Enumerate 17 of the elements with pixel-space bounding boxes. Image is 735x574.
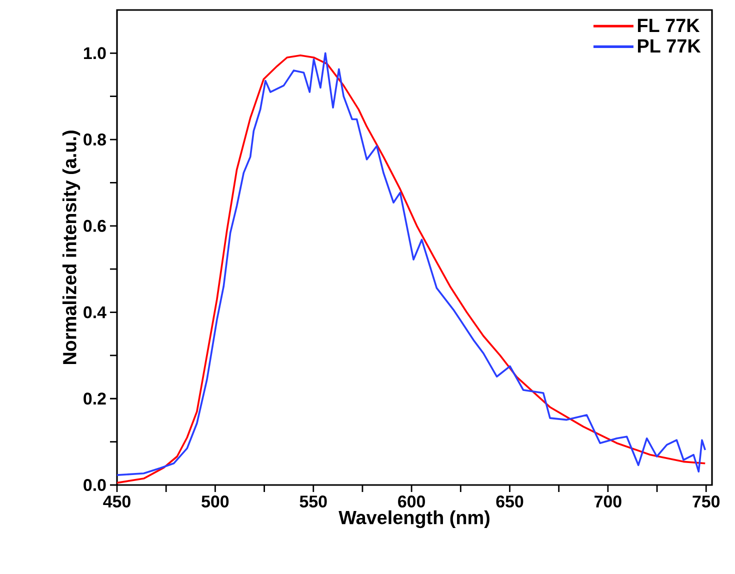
x-tick-label: 650	[496, 496, 524, 508]
x-tick-label: 700	[594, 496, 622, 508]
y-axis-title: Normalized intensity (a.u.)	[62, 130, 80, 364]
x-tick-label: 450	[103, 496, 130, 508]
y-tick-label: 0.8	[84, 134, 106, 146]
x-tick-label: 600	[398, 496, 425, 508]
y-tick-label: 0.2	[84, 392, 106, 405]
x-tick-label: 550	[300, 496, 327, 508]
y-tick-label: 1.0	[84, 47, 106, 60]
x-tick-label: 500	[202, 496, 229, 508]
legend-label: FL 77K	[638, 18, 700, 32]
y-tick-label: 0.4	[84, 306, 106, 318]
x-axis-title: Wavelength (nm)	[338, 510, 490, 528]
y-tick-label: 0.0	[84, 479, 106, 491]
x-tick-label: 750	[692, 496, 720, 508]
legend-label: PL 77K	[638, 39, 701, 52]
y-tick-label: 0.6	[84, 220, 106, 232]
